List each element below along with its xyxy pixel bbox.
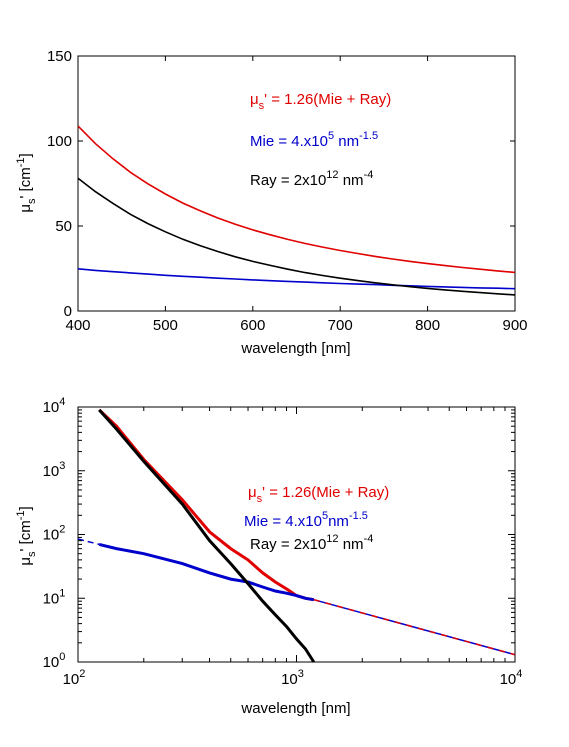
log-y-tick-label: 100	[43, 651, 66, 671]
log-x-tick-label: 102	[63, 668, 86, 688]
linear-y-tick-label: 100	[47, 133, 72, 150]
log-plot: 102 103 104 100 101 102 103 104 wavelength [nm…	[15, 396, 522, 717]
log-x-tick-label: 104	[500, 668, 523, 688]
linear-y-tick-label: 50	[55, 218, 72, 235]
log-series-line-2	[98, 408, 316, 663]
log-dashed-extension-red	[313, 598, 516, 656]
log-y-tick-label: 101	[43, 587, 66, 607]
linear-x-tick-label: 400	[65, 317, 90, 334]
linear-annotation-ray: Ray = 2x1012 nm-4	[250, 169, 373, 189]
linear-plot: 400 500 600 700 800 900 0 50 100 150 wavelength …	[15, 48, 528, 357]
log-y-axis-label: μs' [cm-1]	[15, 506, 38, 565]
log-x-ticks: 102 103 104	[63, 407, 523, 688]
log-y-tick-label: 102	[43, 524, 66, 544]
linear-y-axis-label: μs' [cm-1]	[15, 153, 38, 212]
log-annotation-ray: Ray = 2x1012 nm-4	[250, 533, 373, 553]
linear-series-line-1	[77, 268, 516, 290]
log-series-group	[77, 408, 516, 663]
linear-series-line-0	[77, 125, 516, 274]
log-dashed-extension-left	[77, 538, 100, 546]
linear-series-line-2	[77, 177, 516, 296]
log-x-tick-label: 103	[281, 668, 304, 688]
linear-x-ticks: 400 500 600 700 800 900	[65, 56, 528, 334]
linear-x-tick-label: 900	[502, 317, 527, 334]
linear-y-tick-label: 0	[64, 303, 72, 320]
log-y-ticks: 100 101 102 103 104	[43, 396, 515, 671]
linear-plot-frame	[77, 55, 516, 312]
linear-x-tick-label: 700	[328, 317, 353, 334]
linear-x-tick-label: 600	[240, 317, 265, 334]
linear-annotation-mie: Mie = 4.x105 nm-1.5	[250, 130, 378, 150]
linear-x-axis-label: wavelength [nm]	[240, 340, 350, 357]
log-y-tick-label: 103	[43, 460, 66, 480]
linear-series-group	[77, 125, 516, 296]
log-dashed-extension-blue	[313, 598, 516, 656]
linear-y-tick-label: 150	[47, 48, 72, 65]
log-plot-frame	[77, 406, 516, 663]
linear-annotation-combined: μs' = 1.26(Mie + Ray)	[250, 91, 391, 112]
log-annotation-combined: μs' = 1.26(Mie + Ray)	[248, 484, 389, 505]
linear-x-tick-label: 800	[415, 317, 440, 334]
log-y-tick-label: 104	[43, 396, 66, 416]
linear-x-tick-label: 500	[153, 317, 178, 334]
log-annotation-mie: Mie = 4.x105nm-1.5	[244, 510, 368, 530]
log-x-axis-label: wavelength [nm]	[240, 700, 350, 717]
linear-y-ticks: 0 50 100 150	[47, 48, 515, 320]
